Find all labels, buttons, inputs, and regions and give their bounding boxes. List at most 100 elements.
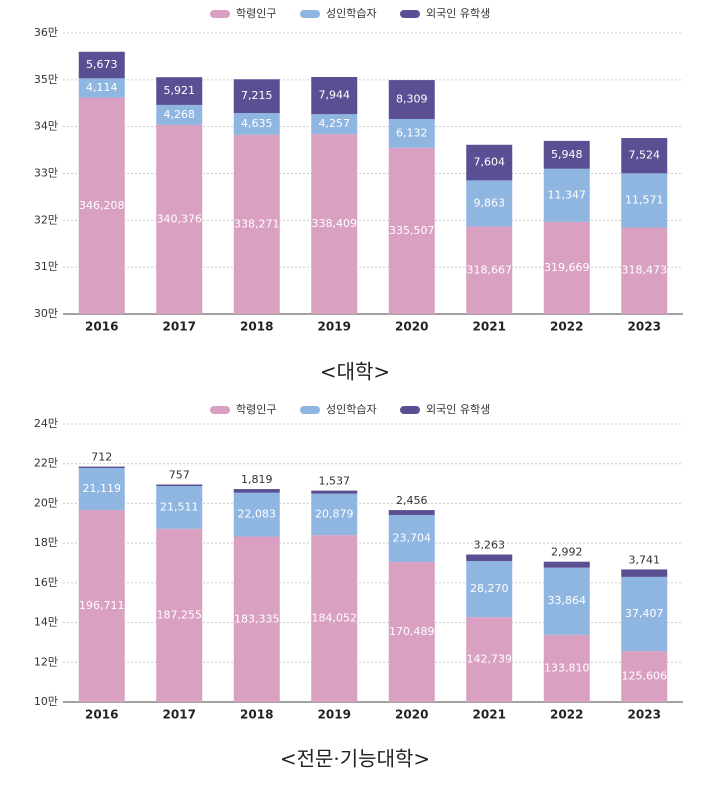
bar-segment bbox=[311, 490, 358, 494]
value-label: 9,863 bbox=[474, 196, 506, 209]
bar-segment bbox=[156, 486, 203, 529]
value-label: 183,335 bbox=[234, 612, 280, 625]
bar-segment bbox=[621, 651, 668, 702]
bar-segment bbox=[466, 226, 513, 314]
value-label: 7,604 bbox=[474, 156, 506, 169]
value-label: 318,667 bbox=[467, 263, 513, 276]
value-label: 335,507 bbox=[389, 224, 435, 237]
x-tick-label: 2017 bbox=[163, 708, 196, 722]
value-label: 184,052 bbox=[312, 612, 358, 625]
chart-caption: <전문·기능대학> bbox=[280, 747, 430, 771]
value-label: 7,524 bbox=[629, 149, 661, 162]
legend-swatch bbox=[300, 10, 320, 18]
bar-segment bbox=[78, 51, 125, 79]
value-label: 4,114 bbox=[86, 81, 118, 94]
bar-segment bbox=[543, 168, 590, 222]
bar-segment bbox=[78, 466, 125, 469]
y-tick-label: 32만 bbox=[34, 213, 58, 226]
bar-segment bbox=[621, 569, 668, 577]
value-label: 4,268 bbox=[164, 108, 196, 121]
bar-segment bbox=[233, 113, 280, 135]
y-tick-label: 31만 bbox=[34, 260, 58, 273]
value-label: 33,864 bbox=[548, 594, 587, 607]
y-tick-label: 12만 bbox=[34, 655, 58, 668]
x-tick-label: 2017 bbox=[163, 320, 196, 334]
y-tick-label: 20만 bbox=[34, 496, 58, 509]
value-label: 8,309 bbox=[396, 93, 428, 106]
bar-segment bbox=[621, 227, 668, 314]
bar-segment bbox=[543, 634, 590, 702]
legend-label: 성인학습자 bbox=[326, 403, 377, 416]
bar-segment bbox=[388, 80, 435, 119]
x-tick-label: 2023 bbox=[628, 708, 661, 722]
x-tick-label: 2020 bbox=[395, 708, 428, 722]
legend-swatch bbox=[400, 10, 420, 18]
bar-segment bbox=[156, 77, 203, 105]
value-label: 125,606 bbox=[622, 670, 668, 683]
legend-label: 학령인구 bbox=[236, 403, 276, 416]
value-label: 338,271 bbox=[234, 217, 280, 230]
value-label: 22,083 bbox=[238, 508, 277, 521]
bar-segment bbox=[466, 554, 513, 561]
value-label: 142,739 bbox=[467, 653, 513, 666]
y-tick-label: 30만 bbox=[34, 307, 58, 320]
legend-swatch bbox=[400, 406, 420, 414]
value-label: 37,407 bbox=[625, 607, 664, 620]
bar-segment bbox=[78, 97, 125, 315]
value-label: 4,635 bbox=[241, 117, 273, 130]
value-label: 28,270 bbox=[470, 582, 509, 595]
value-label: 346,208 bbox=[79, 199, 125, 212]
y-tick-label: 16만 bbox=[34, 576, 58, 589]
bar-segment bbox=[78, 78, 125, 98]
bar-segment bbox=[543, 221, 590, 314]
x-tick-label: 2018 bbox=[240, 708, 273, 722]
value-label: 712 bbox=[91, 451, 112, 464]
bar-segment bbox=[466, 560, 513, 618]
bar-segment bbox=[311, 134, 358, 314]
bar-segment bbox=[621, 138, 668, 174]
bar-segment bbox=[466, 617, 513, 702]
bar-segment bbox=[233, 492, 280, 537]
x-tick-label: 2021 bbox=[473, 708, 506, 722]
value-label: 5,948 bbox=[551, 148, 583, 161]
bar-segment bbox=[233, 489, 280, 493]
value-label: 21,119 bbox=[83, 482, 122, 495]
value-label: 5,673 bbox=[86, 58, 118, 71]
x-tick-label: 2019 bbox=[318, 708, 351, 722]
legend-label: 학령인구 bbox=[236, 7, 276, 20]
bar-segment bbox=[543, 561, 590, 568]
bar-segment bbox=[156, 104, 203, 125]
value-label: 1,819 bbox=[241, 473, 273, 486]
legend-swatch bbox=[210, 406, 230, 414]
value-label: 11,571 bbox=[625, 193, 664, 206]
x-tick-label: 2016 bbox=[85, 708, 118, 722]
bar-segment bbox=[78, 468, 125, 510]
legend-swatch bbox=[300, 406, 320, 414]
chart-caption: <대학> bbox=[320, 360, 390, 384]
bar-segment bbox=[388, 510, 435, 515]
value-label: 2,456 bbox=[396, 494, 428, 507]
value-label: 20,879 bbox=[315, 507, 354, 520]
bar-segment bbox=[388, 118, 435, 148]
x-tick-label: 2018 bbox=[240, 320, 273, 334]
y-tick-label: 22만 bbox=[34, 457, 58, 470]
value-label: 6,132 bbox=[396, 126, 428, 139]
x-tick-label: 2022 bbox=[550, 708, 583, 722]
value-label: 5,921 bbox=[164, 84, 196, 97]
value-label: 340,376 bbox=[157, 212, 203, 225]
value-label: 318,473 bbox=[622, 264, 668, 277]
value-label: 196,711 bbox=[79, 599, 125, 612]
value-label: 3,263 bbox=[474, 539, 506, 552]
value-label: 21,511 bbox=[160, 500, 199, 513]
y-tick-label: 33만 bbox=[34, 167, 58, 180]
y-tick-label: 36만 bbox=[34, 26, 58, 39]
value-label: 338,409 bbox=[312, 217, 358, 230]
bar-segment bbox=[543, 140, 590, 169]
value-label: 4,257 bbox=[319, 117, 351, 130]
x-tick-label: 2019 bbox=[318, 320, 351, 334]
x-tick-label: 2020 bbox=[395, 320, 428, 334]
bar-segment bbox=[156, 124, 203, 314]
value-label: 23,704 bbox=[393, 531, 432, 544]
x-tick-label: 2023 bbox=[628, 320, 661, 334]
